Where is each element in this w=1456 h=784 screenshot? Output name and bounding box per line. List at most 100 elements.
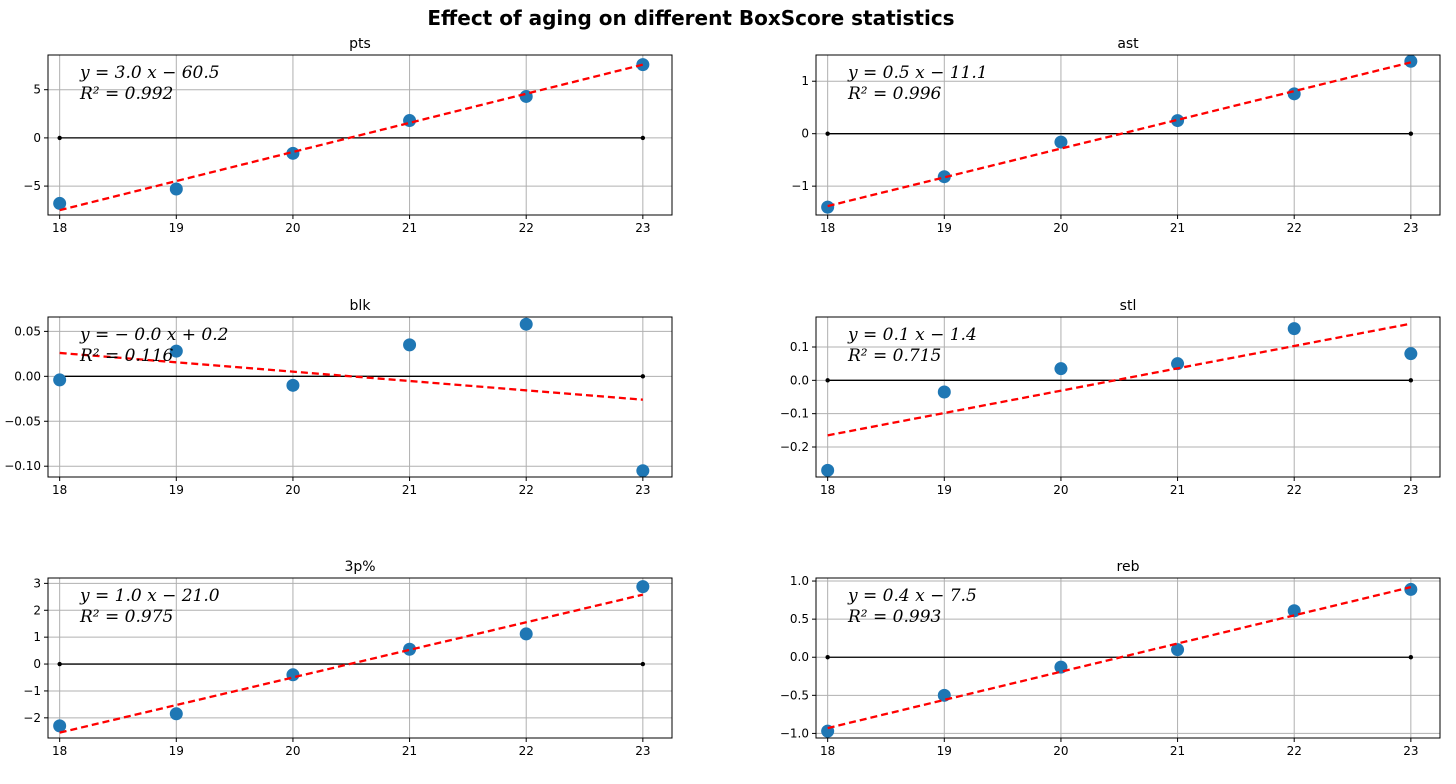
x-tick-label: 21 [1170, 483, 1185, 497]
x-tick-label: 22 [1287, 483, 1302, 497]
panel-title: stl [1120, 298, 1137, 314]
y-tick-label: −1 [23, 684, 41, 698]
r-squared-annotation: R² = 0.993 [847, 607, 941, 627]
x-tick-label: 22 [519, 744, 534, 758]
y-tick-label: 0.5 [790, 612, 809, 626]
y-tick-label: 5 [33, 83, 41, 97]
x-tick-label: 23 [1403, 483, 1418, 497]
x-tick-label: 21 [402, 221, 417, 235]
baseline-marker [825, 131, 830, 136]
data-point [821, 200, 835, 214]
x-tick-label: 19 [937, 744, 952, 758]
x-tick-label: 23 [1403, 744, 1418, 758]
x-tick-label: 19 [169, 221, 184, 235]
data-point [636, 58, 650, 72]
y-tick-label: −0.1 [780, 407, 809, 421]
y-tick-label: 1 [33, 630, 41, 644]
equation-annotation: y = − 0.0 x + 0.2 [79, 325, 228, 345]
axes-frame [47, 316, 673, 478]
x-tick-label: 20 [285, 221, 300, 235]
data-point [1287, 322, 1301, 336]
data-point [169, 182, 183, 196]
figure-title: Effect of aging on different BoxScore st… [427, 6, 955, 30]
panel-title: reb [1117, 559, 1140, 575]
y-tick-label: −2 [23, 711, 41, 725]
axes-frame [815, 54, 1441, 216]
regression-line [59, 351, 643, 401]
panel-stl: 18 19 20 21 22 23 0.1 0.0 −0.1 −0.2 stl y = 0.1 x −… [780, 298, 1441, 497]
y-tick-label: −1 [791, 179, 809, 193]
baseline-marker [825, 655, 830, 660]
regression-line [827, 61, 1412, 208]
baseline-marker [57, 135, 62, 141]
y-tick-label: −0.10 [4, 459, 41, 473]
x-tick-label: 20 [1053, 483, 1068, 497]
panel-title: blk [350, 298, 372, 314]
x-tick-label: 22 [519, 483, 534, 497]
panel-blk: 18 19 20 21 22 23 0.05 0.00 −0.05 −0.10 blk y = − 0… [4, 298, 673, 497]
y-tick-label: 0.0 [790, 373, 809, 387]
y-tick-label: 0 [801, 127, 809, 141]
data-point [519, 317, 533, 331]
data-point [937, 385, 951, 399]
y-tick-label: 0.00 [14, 369, 41, 383]
data-point [821, 463, 835, 477]
data-point [1404, 347, 1418, 361]
x-tick-label: 19 [169, 483, 184, 497]
x-tick-label: 22 [1287, 744, 1302, 758]
r-squared-annotation: R² = 0.992 [79, 84, 173, 104]
y-tick-label: 3 [33, 576, 41, 590]
x-tick-label: 21 [402, 483, 417, 497]
data-point [1171, 643, 1185, 657]
x-tick-label: 23 [635, 483, 650, 497]
y-tick-label: 1.0 [790, 574, 809, 588]
data-point [1054, 362, 1068, 376]
y-tick-label: −0.05 [4, 414, 41, 428]
panel-pts: 18 19 20 21 22 23 −5 0 5 pts y = 3.0 x − 60.5R² = … [23, 36, 673, 235]
x-tick-label: 18 [820, 483, 835, 497]
y-tick-label: 0 [33, 657, 41, 671]
data-point [1171, 357, 1185, 371]
x-tick-label: 18 [52, 744, 67, 758]
y-tick-label: 1 [801, 74, 809, 88]
y-tick-label: 2 [33, 603, 41, 617]
x-tick-label: 23 [1403, 221, 1418, 235]
r-squared-annotation: R² = 0.715 [847, 346, 941, 366]
panel-title: ast [1117, 36, 1139, 52]
r-squared-annotation: R² = 0.116 [79, 346, 174, 366]
x-tick-label: 20 [285, 744, 300, 758]
baseline-marker [825, 378, 830, 383]
x-tick-label: 18 [52, 221, 67, 235]
baseline-marker [1408, 131, 1414, 136]
data-point [636, 580, 650, 594]
panel-ast: 18 19 20 21 22 23 −1 0 1 ast y = 0.5 x − 11.1R² = … [791, 36, 1441, 235]
x-tick-label: 21 [1170, 221, 1185, 235]
data-point [1287, 604, 1301, 618]
equation-annotation: y = 0.4 x − 7.5 [847, 586, 977, 606]
axes-frame [47, 54, 673, 216]
panel-title: pts [349, 36, 371, 52]
data-point [403, 642, 417, 656]
x-tick-label: 21 [402, 744, 417, 758]
panel-reb: 18 19 20 21 22 23 1.0 0.5 0.0 −0.5 −1.0 reb y = 0.4 … [780, 559, 1441, 758]
x-tick-label: 21 [1170, 744, 1185, 758]
data-point [1404, 582, 1418, 596]
data-point [1404, 54, 1418, 68]
data-point [519, 627, 533, 641]
x-tick-label: 20 [1053, 221, 1068, 235]
y-tick-label: −0.5 [780, 688, 809, 702]
baseline-marker [640, 135, 646, 141]
x-tick-label: 23 [635, 221, 650, 235]
x-tick-label: 22 [1287, 221, 1302, 235]
data-point [1171, 114, 1185, 128]
data-point [937, 170, 951, 184]
x-tick-label: 19 [937, 221, 952, 235]
y-tick-label: 0.05 [14, 324, 41, 338]
regression-line [59, 63, 644, 212]
baseline-marker [57, 661, 62, 667]
axes-frame [815, 577, 1441, 739]
axes-frame [815, 316, 1441, 478]
equation-annotation: y = 3.0 x − 60.5 [79, 63, 220, 83]
equation-annotation: y = 0.5 x − 11.1 [847, 63, 988, 83]
